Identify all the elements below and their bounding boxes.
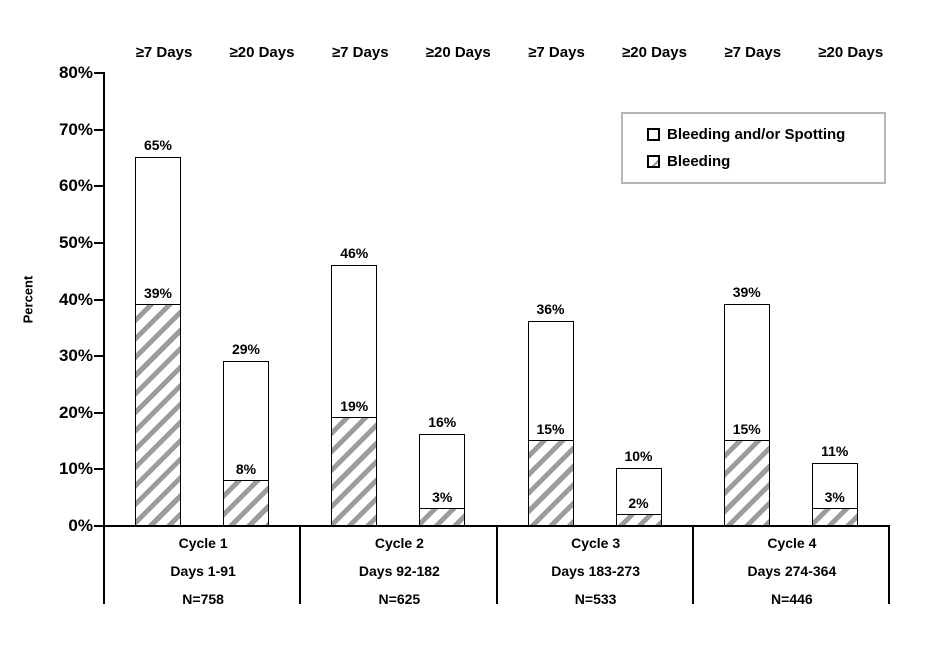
bar-bleeding-segment bbox=[224, 479, 268, 525]
column-label: ≥20 Days bbox=[425, 44, 491, 61]
bar-bleeding-label: 3% bbox=[432, 489, 453, 505]
bar bbox=[419, 434, 466, 526]
bar-bleeding-label: 15% bbox=[732, 421, 761, 438]
y-tick-label: 70% bbox=[58, 119, 93, 139]
column-label: ≥20 Days bbox=[622, 44, 687, 61]
y-tick-label: 50% bbox=[58, 232, 93, 252]
column-label: ≥7 Days bbox=[331, 44, 389, 61]
bar-bleeding-segment bbox=[616, 513, 661, 525]
group-cycle-label: Cycle 4 bbox=[767, 535, 817, 551]
bar-bleeding-segment bbox=[812, 508, 857, 525]
bar-bleeding-segment bbox=[724, 440, 769, 525]
group-days-label: Days 92-182 bbox=[358, 563, 440, 579]
y-tick bbox=[94, 355, 103, 358]
y-tick bbox=[94, 241, 103, 244]
y-tick-label: 30% bbox=[58, 346, 93, 366]
group-divider bbox=[103, 525, 105, 604]
y-tick bbox=[94, 468, 103, 471]
bar-bleeding-segment bbox=[528, 440, 573, 525]
group-divider bbox=[495, 525, 498, 604]
group-divider bbox=[691, 525, 694, 604]
bar bbox=[615, 468, 662, 526]
bar bbox=[223, 360, 269, 526]
bar-bleeding-segment bbox=[332, 417, 377, 525]
group-n-label: N=533 bbox=[574, 591, 617, 607]
y-tick bbox=[94, 411, 103, 414]
y-tick bbox=[94, 525, 103, 527]
bar-total-label: 65% bbox=[143, 136, 173, 153]
y-tick bbox=[94, 185, 103, 188]
legend-label: Bleeding bbox=[667, 153, 731, 170]
y-axis-title: Percent bbox=[20, 275, 36, 324]
y-tick-label: 10% bbox=[58, 459, 93, 479]
column-label: ≥7 Days bbox=[528, 44, 585, 61]
bar-bleeding-label: 8% bbox=[235, 460, 257, 477]
y-tick-label: 20% bbox=[58, 402, 93, 422]
bar-bleeding-segment bbox=[136, 304, 180, 525]
y-tick bbox=[94, 128, 103, 131]
bar bbox=[527, 321, 574, 526]
group-divider bbox=[299, 525, 302, 604]
y-tick-label: 0% bbox=[68, 516, 93, 535]
group-days-label: Days 183-273 bbox=[551, 563, 640, 579]
bar bbox=[723, 304, 770, 526]
group-n-label: N=758 bbox=[182, 591, 224, 607]
bar-bleeding-label: 39% bbox=[143, 285, 173, 302]
y-axis-line bbox=[103, 72, 105, 527]
column-label: ≥7 Days bbox=[135, 44, 193, 61]
legend-label: Bleeding and/or Spotting bbox=[667, 126, 846, 143]
bar-total-label: 39% bbox=[732, 284, 761, 301]
column-label: ≥7 Days bbox=[724, 44, 782, 61]
y-tick-label: 60% bbox=[58, 176, 93, 196]
group-n-label: N=446 bbox=[771, 591, 813, 607]
y-tick-label: 40% bbox=[58, 289, 93, 309]
bar-total-label: 46% bbox=[340, 244, 369, 261]
group-n-label: N=625 bbox=[378, 591, 421, 607]
bar-bleeding-label: 15% bbox=[536, 421, 565, 438]
y-tick bbox=[94, 72, 103, 74]
group-cycle-label: Cycle 2 bbox=[374, 535, 424, 551]
bar-bleeding-label: 2% bbox=[628, 494, 649, 511]
bar-bleeding-segment bbox=[420, 508, 465, 525]
y-tick bbox=[94, 298, 103, 301]
group-cycle-label: Cycle 3 bbox=[571, 535, 621, 551]
column-label: ≥20 Days bbox=[229, 44, 295, 61]
bar-bleeding-label: 3% bbox=[824, 489, 845, 505]
group-days-label: Days 274-364 bbox=[747, 563, 837, 579]
legend: Bleeding and/or Spotting Bleeding bbox=[621, 112, 886, 184]
bar bbox=[811, 462, 858, 526]
legend-item-bleeding: Bleeding bbox=[647, 153, 884, 170]
bar-total-label: 29% bbox=[231, 340, 261, 357]
bar-total-label: 10% bbox=[624, 448, 653, 465]
legend-item-bleeding-and-or-spotting: Bleeding and/or Spotting bbox=[647, 126, 884, 143]
group-days-label: Days 1-91 bbox=[170, 563, 236, 579]
group-cycle-label: Cycle 1 bbox=[178, 535, 228, 551]
legend-swatch-hatched-icon bbox=[647, 155, 660, 168]
bar-total-label: 16% bbox=[428, 414, 457, 431]
column-label: ≥20 Days bbox=[818, 44, 884, 61]
bar-total-label: 36% bbox=[536, 301, 565, 318]
y-tick-label: 80% bbox=[58, 63, 93, 82]
legend-swatch-white-icon bbox=[647, 128, 660, 141]
bar bbox=[135, 156, 181, 526]
bar-bleeding-label: 19% bbox=[340, 398, 369, 415]
bar-total-label: 11% bbox=[821, 442, 849, 459]
bar bbox=[331, 264, 378, 526]
group-divider bbox=[888, 525, 890, 604]
